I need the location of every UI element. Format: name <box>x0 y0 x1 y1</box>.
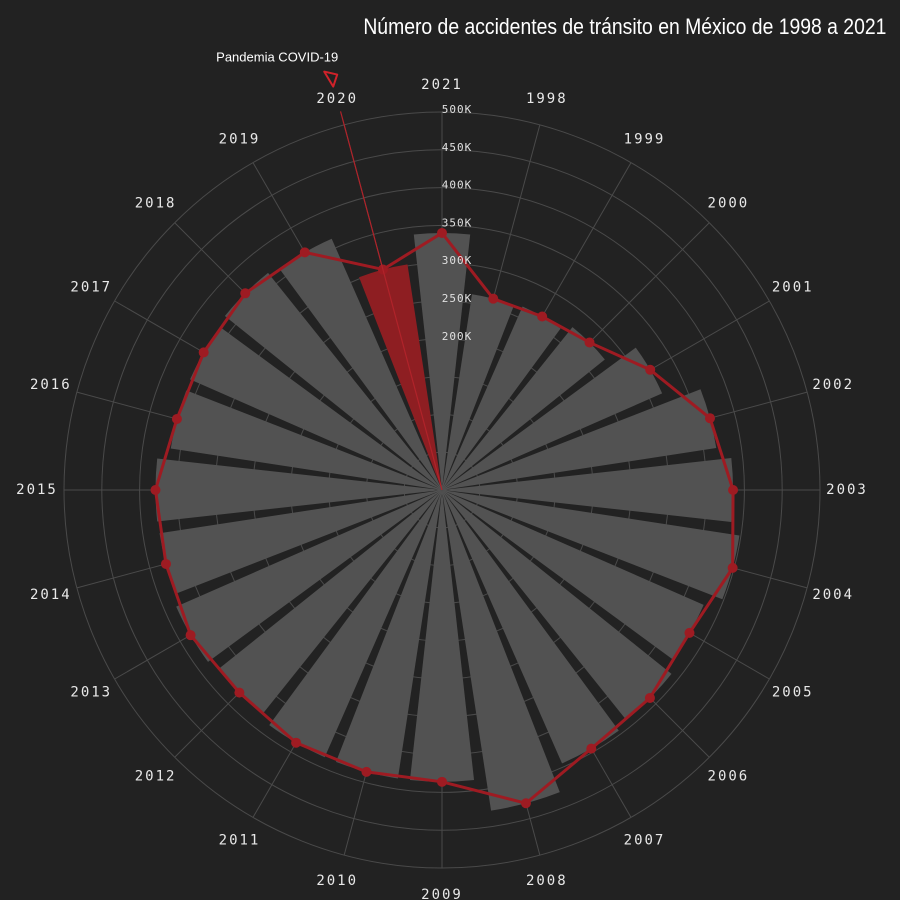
bar-2005 <box>442 490 704 660</box>
category-label-2005: 2005 <box>772 685 814 701</box>
annotation-label: Pandemia COVID-19 <box>216 50 338 65</box>
point-2011 <box>291 737 302 748</box>
category-label-2008: 2008 <box>526 873 568 889</box>
r-tick-label: 500K <box>442 103 473 116</box>
point-2014 <box>160 558 171 569</box>
category-label-2002: 2002 <box>812 377 854 393</box>
category-label-1998: 1998 <box>526 91 568 107</box>
category-label-2003: 2003 <box>826 482 868 498</box>
point-2013 <box>185 630 196 641</box>
point-2015 <box>150 485 161 495</box>
bar-highlight-2020 <box>359 264 442 490</box>
category-label-2010: 2010 <box>316 873 358 889</box>
point-2005 <box>684 627 695 638</box>
bar-2021 <box>413 232 471 490</box>
point-2001 <box>645 364 656 375</box>
r-tick-label: 300K <box>442 254 473 267</box>
bars-layer <box>155 232 740 811</box>
category-label-2009: 2009 <box>421 887 463 900</box>
annotation-line <box>339 111 443 491</box>
point-2007 <box>586 743 597 754</box>
bar-2015 <box>155 458 442 522</box>
category-label-2016: 2016 <box>30 377 72 393</box>
bar-2006 <box>442 490 672 720</box>
bar-2014 <box>159 490 442 594</box>
category-label-2000: 2000 <box>708 196 750 212</box>
chart-title: Número de accidentes de tránsito en Méxi… <box>362 14 886 39</box>
point-1998 <box>488 293 499 304</box>
bar-1999 <box>442 306 561 490</box>
point-2009 <box>437 776 447 787</box>
bar-2016 <box>170 390 442 490</box>
category-label-2004: 2004 <box>812 587 854 603</box>
bar-2000 <box>442 327 605 490</box>
point-2010 <box>361 766 372 777</box>
category-label-2021: 2021 <box>421 77 463 93</box>
bar-2010 <box>335 490 442 779</box>
category-label-2012: 2012 <box>135 768 177 784</box>
bar-2004 <box>442 490 740 600</box>
category-label-2018: 2018 <box>135 196 177 212</box>
point-2002 <box>704 413 715 424</box>
point-2018 <box>240 288 251 299</box>
category-label-2011: 2011 <box>219 833 261 849</box>
point-2019 <box>299 247 310 258</box>
point-2016 <box>171 413 182 424</box>
category-label-2020: 2020 <box>316 91 358 107</box>
category-label-2017: 2017 <box>70 280 112 296</box>
category-label-2019: 2019 <box>219 131 261 147</box>
labels-layer: 1998 1999 2000 2001 2002 2003 2004 2005 2006 2007… <box>16 77 868 900</box>
bar-2007 <box>442 490 619 764</box>
category-label-2014: 2014 <box>30 587 72 603</box>
point-2008 <box>520 798 531 809</box>
point-2006 <box>644 692 655 703</box>
r-tick-label: 250K <box>442 292 473 305</box>
point-2017 <box>198 347 209 358</box>
point-2000 <box>584 337 595 348</box>
bar-2019 <box>279 238 442 490</box>
point-2012 <box>234 687 245 698</box>
category-label-2001: 2001 <box>772 280 814 296</box>
annotation-marker-icon <box>323 70 339 88</box>
category-label-2006: 2006 <box>708 768 750 784</box>
bar-2017 <box>190 327 442 490</box>
bar-2003 <box>442 458 734 522</box>
point-2004 <box>727 562 738 573</box>
line-layer <box>150 227 739 809</box>
point-1999 <box>537 311 548 322</box>
bar-2012 <box>218 490 442 714</box>
annotation-layer: Pandemia COVID-19 <box>216 50 443 491</box>
r-tick-label: 200K <box>442 330 473 343</box>
bar-2008 <box>442 490 560 811</box>
category-label-2007: 2007 <box>624 833 666 849</box>
r-tick-label: 350K <box>442 216 473 229</box>
bar-2001 <box>442 347 663 490</box>
point-2021 <box>437 227 447 238</box>
bar-2018 <box>224 272 442 490</box>
category-label-2015: 2015 <box>16 482 58 498</box>
category-label-1999: 1999 <box>624 131 666 147</box>
bar-2009 <box>409 490 475 782</box>
bar-1998 <box>442 294 514 490</box>
category-label-2013: 2013 <box>70 685 112 701</box>
bar-2002 <box>442 389 717 490</box>
bar-2011 <box>269 490 442 758</box>
r-tick-label: 400K <box>442 179 473 192</box>
bar-2013 <box>176 490 442 662</box>
point-2003 <box>728 485 739 495</box>
r-tick-label: 450K <box>442 141 473 154</box>
